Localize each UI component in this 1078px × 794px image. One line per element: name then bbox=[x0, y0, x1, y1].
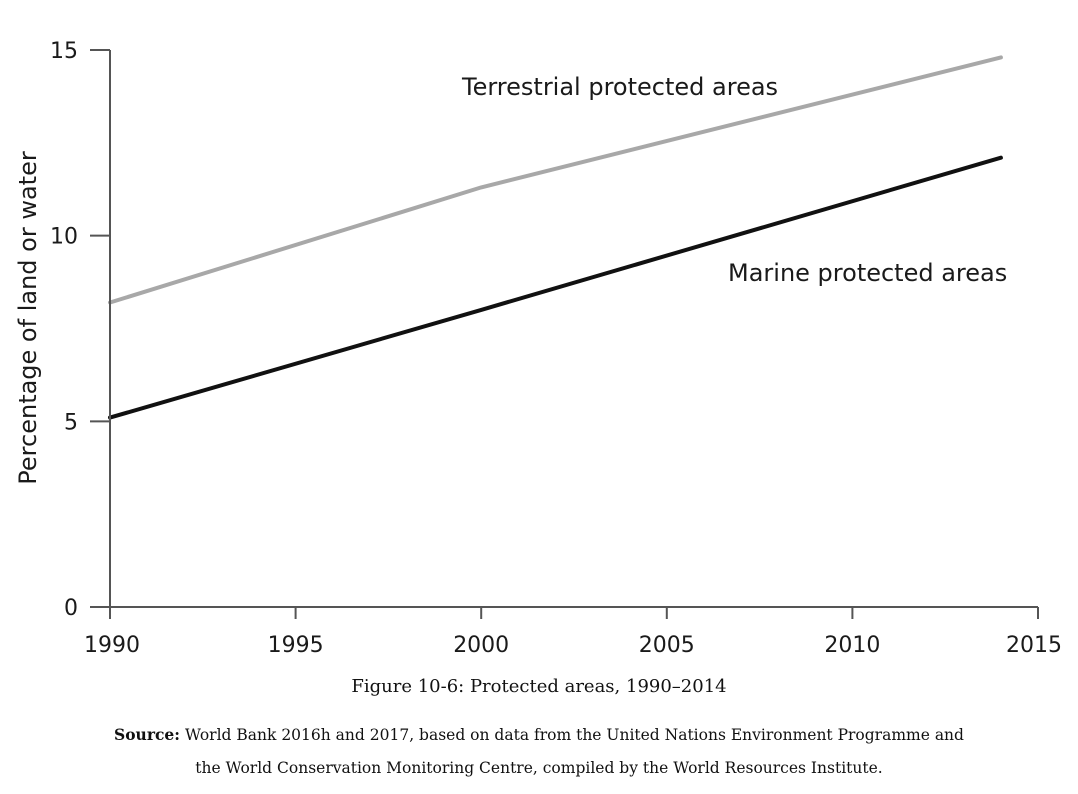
series-lines bbox=[108, 55, 1003, 420]
y-tick-label: 5 bbox=[64, 410, 78, 435]
source-text-1: World Bank 2016h and 2017, based on data… bbox=[184, 726, 964, 744]
x-tick-label: 1995 bbox=[268, 633, 324, 658]
source-line-2: the World Conservation Monitoring Centre… bbox=[195, 759, 883, 777]
terrestrial-series-line bbox=[108, 55, 1003, 305]
x-tick-label: 2015 bbox=[1006, 633, 1062, 658]
y-tick-label: 0 bbox=[64, 596, 78, 621]
x-tick-label: 2005 bbox=[639, 633, 695, 658]
y-tick-label: 15 bbox=[50, 39, 78, 64]
marine-series-line bbox=[108, 155, 1003, 420]
line-chart: 0 5 10 15 1990 1995 2000 2005 2010 2015 Percenta… bbox=[14, 39, 1062, 658]
x-axis-ticks: 1990 1995 2000 2005 2010 2015 bbox=[84, 607, 1062, 658]
source-line-1: Source: World Bank 2016h and 2017, based… bbox=[0, 718, 1078, 752]
y-axis-ticks: 0 5 10 15 bbox=[50, 39, 110, 621]
x-tick-label: 1990 bbox=[84, 633, 140, 658]
source-label: Source: bbox=[114, 725, 181, 744]
series-label-terrestrial: Terrestrial protected areas bbox=[461, 73, 778, 101]
source-note: Source: World Bank 2016h and 2017, based… bbox=[0, 718, 1078, 785]
series-label-marine: Marine protected areas bbox=[728, 259, 1007, 287]
y-axis-title: Percentage of land or water bbox=[14, 151, 42, 485]
y-tick-label: 10 bbox=[50, 225, 78, 250]
x-tick-label: 2010 bbox=[824, 633, 880, 658]
x-tick-label: 2000 bbox=[453, 633, 509, 658]
figure-caption: Figure 10-6: Protected areas, 1990–2014 bbox=[351, 676, 727, 697]
